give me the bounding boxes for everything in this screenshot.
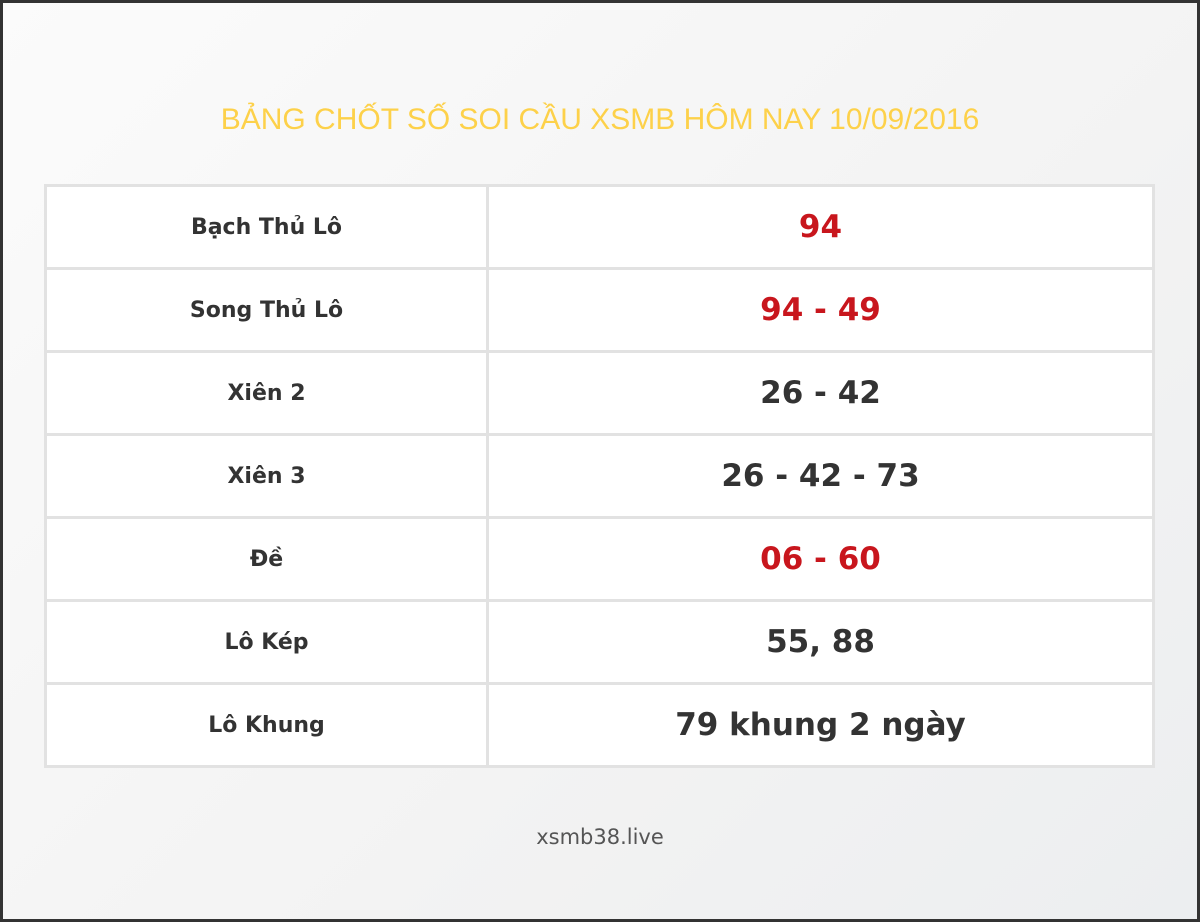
site-watermark: xsmb38.live — [536, 825, 664, 849]
page-title: BẢNG CHỐT SỐ SOI CẦU XSMB HÔM NAY 10/09/… — [220, 103, 980, 136]
row-value: 26 - 42 - 73 — [486, 433, 1155, 519]
table-row: Lô Kép 55, 88 — [44, 599, 1155, 685]
row-value: 55, 88 — [486, 599, 1155, 685]
row-label: Xiên 2 — [44, 350, 489, 436]
table-row: Xiên 3 26 - 42 - 73 — [44, 433, 1155, 519]
row-label: Bạch Thủ Lô — [44, 184, 489, 270]
row-label: Song Thủ Lô — [44, 267, 489, 353]
table-row: Đề 06 - 60 — [44, 516, 1155, 602]
table-row: Bạch Thủ Lô 94 — [44, 184, 1155, 270]
table-row: Lô Khung 79 khung 2 ngày — [44, 682, 1155, 768]
table-row: Song Thủ Lô 94 - 49 — [44, 267, 1155, 353]
prediction-table: Bạch Thủ Lô 94 Song Thủ Lô 94 - 49 Xiên 2 26 … — [44, 184, 1155, 768]
row-value: 94 — [486, 184, 1155, 270]
row-value: 26 - 42 — [486, 350, 1155, 436]
row-label: Lô Khung — [44, 682, 489, 768]
row-value: 06 - 60 — [486, 516, 1155, 602]
row-label: Lô Kép — [44, 599, 489, 685]
row-label: Đề — [44, 516, 489, 602]
row-label: Xiên 3 — [44, 433, 489, 519]
row-value: 79 khung 2 ngày — [486, 682, 1155, 768]
table-row: Xiên 2 26 - 42 — [44, 350, 1155, 436]
row-value: 94 - 49 — [486, 267, 1155, 353]
